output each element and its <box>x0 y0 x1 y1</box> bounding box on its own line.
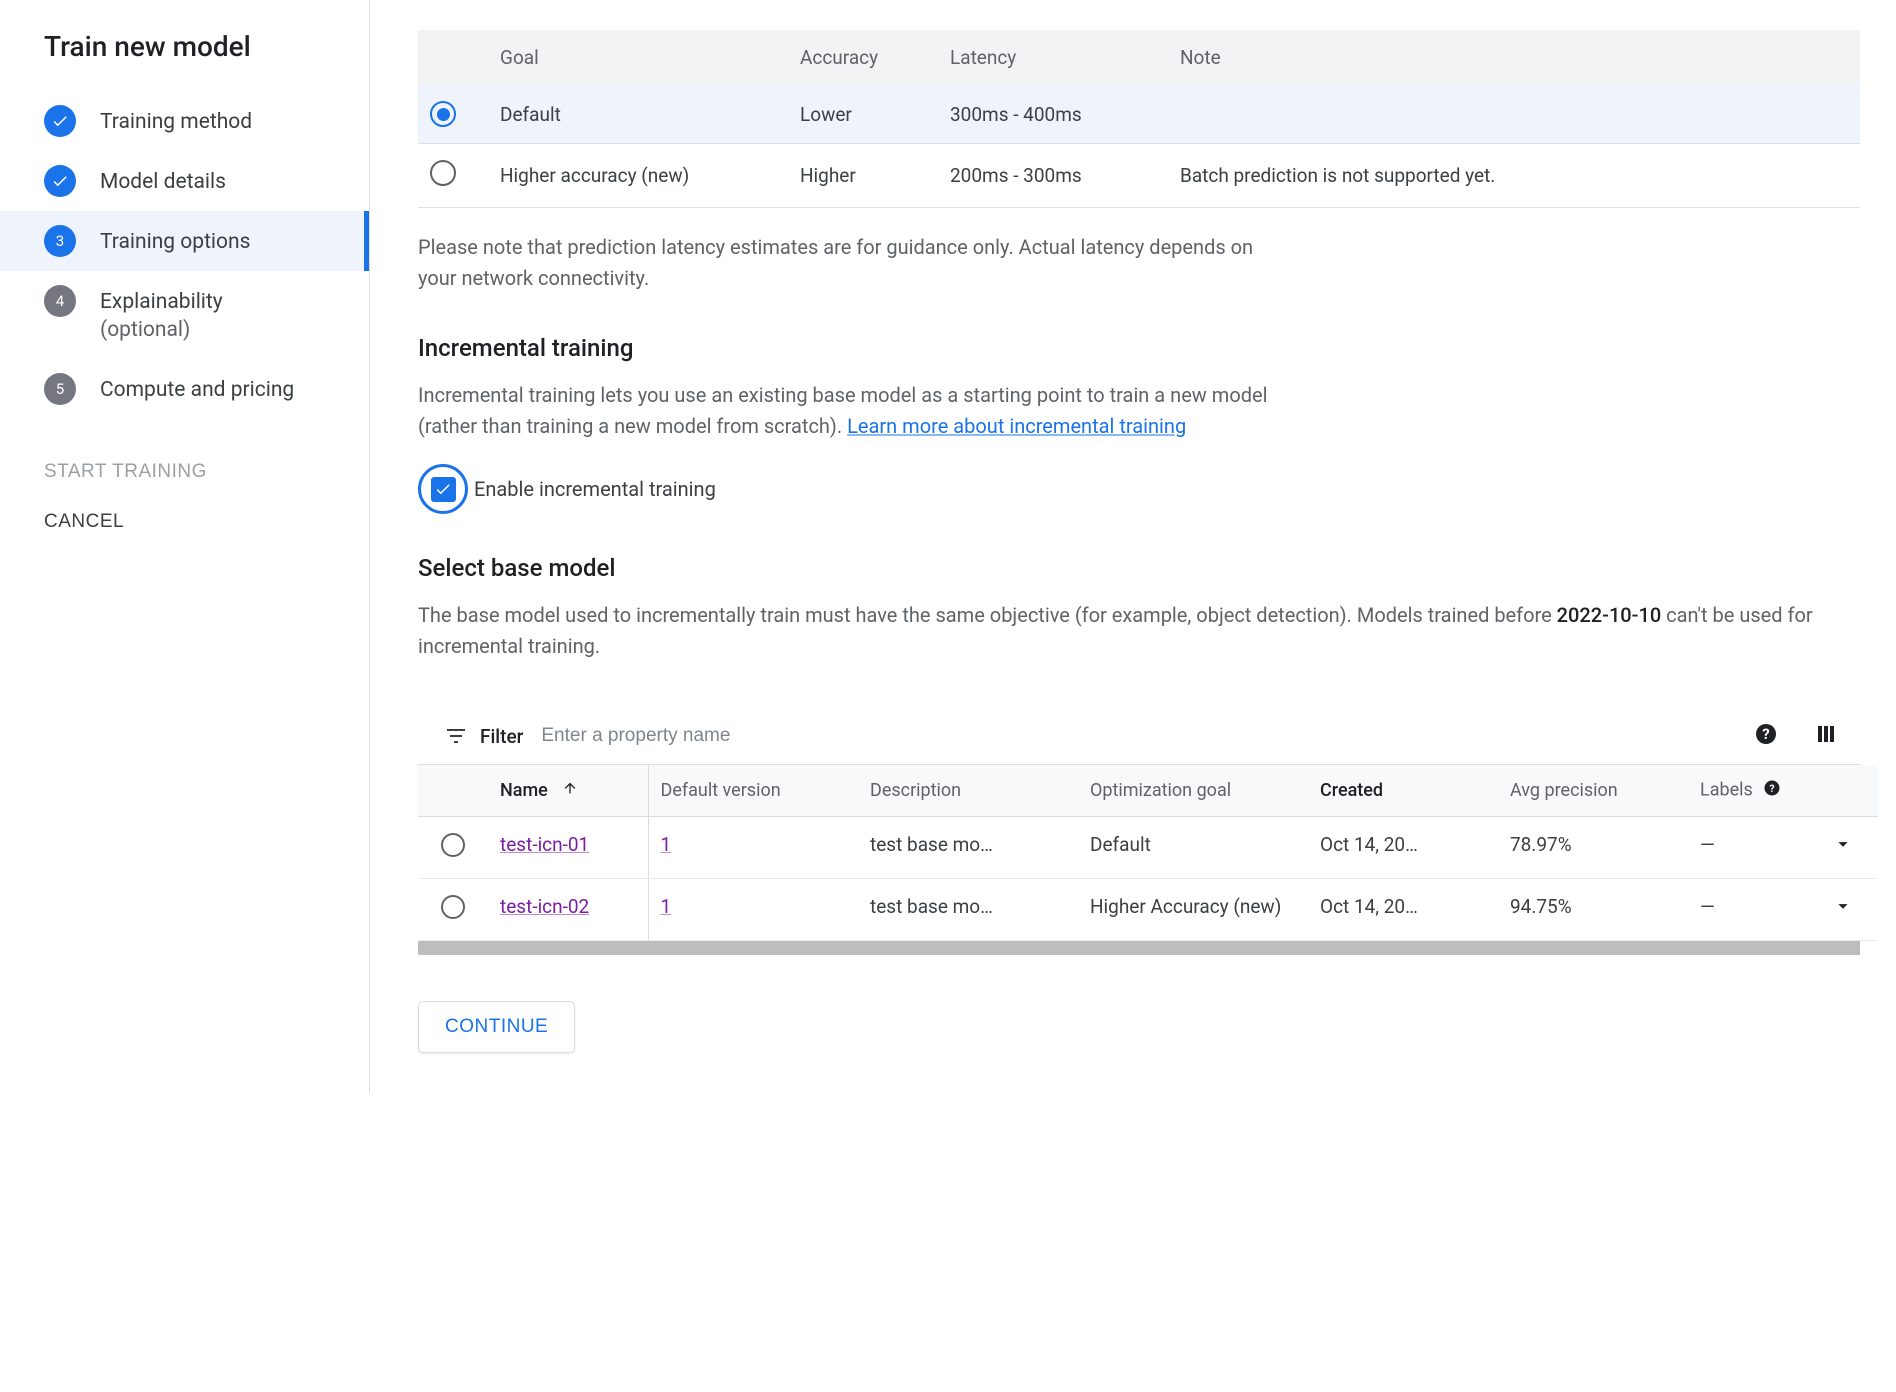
cancel-button[interactable]: CANCEL <box>44 497 124 547</box>
expand-row-icon[interactable] <box>1832 837 1854 860</box>
col-accuracy: Accuracy <box>788 30 938 85</box>
select-base-description: The base model used to incrementally tra… <box>418 600 1860 662</box>
sort-ascending-icon <box>562 780 578 801</box>
radio-selected-icon[interactable] <box>430 101 456 127</box>
start-training-button[interactable]: START TRAINING <box>44 447 207 497</box>
check-icon <box>44 105 76 137</box>
learn-more-link[interactable]: Learn more about incremental training <box>847 414 1186 438</box>
version-link[interactable]: 1 <box>661 895 672 918</box>
select-base-heading: Select base model <box>418 554 1860 582</box>
col-optimization-goal[interactable]: Optimization goal <box>1078 765 1308 817</box>
step-label: Compute and pricing <box>100 373 294 404</box>
goal-row-higher-accuracy[interactable]: Higher accuracy (new) Higher 200ms - 300… <box>418 144 1860 208</box>
version-link[interactable]: 1 <box>661 833 672 856</box>
help-icon[interactable]: ? <box>1763 779 1781 802</box>
incremental-heading: Incremental training <box>418 334 1860 362</box>
col-description[interactable]: Description <box>858 765 1078 817</box>
step-explainability[interactable]: 4 Explainability (optional) <box>0 271 369 359</box>
help-icon[interactable]: ? <box>1754 722 1778 750</box>
step-label: Training method <box>100 105 252 136</box>
filter-bar: Filter ? <box>418 708 1860 765</box>
incremental-description: Incremental training lets you use an exi… <box>418 380 1318 442</box>
expand-row-icon[interactable] <box>1832 899 1854 922</box>
col-name[interactable]: Name <box>488 765 648 817</box>
col-goal: Goal <box>488 30 788 85</box>
step-label: Training options <box>100 225 250 256</box>
model-name-link[interactable]: test-icn-02 <box>500 895 589 918</box>
enable-incremental-checkbox[interactable] <box>431 477 456 502</box>
radio-unselected-icon[interactable] <box>430 160 456 186</box>
base-models-table: Name Default version Description Optimiz… <box>418 765 1878 941</box>
radio-unselected-icon[interactable] <box>441 833 465 857</box>
main-content: Goal Accuracy Latency Note Default Lower… <box>370 0 1860 1093</box>
step-label: Model details <box>100 165 226 196</box>
col-note: Note <box>1168 30 1860 85</box>
goal-table: Goal Accuracy Latency Note Default Lower… <box>418 30 1860 208</box>
enable-incremental-label[interactable]: Enable incremental training <box>474 477 716 501</box>
step-training-options[interactable]: 3 Training options <box>0 211 369 271</box>
step-number-badge: 5 <box>44 373 76 405</box>
sidebar-title: Train new model <box>0 30 369 91</box>
goal-row-default[interactable]: Default Lower 300ms - 400ms <box>418 85 1860 144</box>
filter-input[interactable] <box>541 725 1754 747</box>
checkbox-focus-ring <box>418 464 468 514</box>
col-labels[interactable]: Labels ? <box>1688 765 1808 817</box>
step-model-details[interactable]: Model details <box>0 151 369 211</box>
col-created[interactable]: Created <box>1308 765 1498 817</box>
col-default-version[interactable]: Default version <box>648 765 858 817</box>
columns-icon[interactable] <box>1814 722 1838 750</box>
continue-button[interactable]: CONTINUE <box>418 1001 575 1053</box>
step-compute-pricing[interactable]: 5 Compute and pricing <box>0 359 369 419</box>
step-training-method[interactable]: Training method <box>0 91 369 151</box>
horizontal-scrollbar[interactable] <box>418 941 1860 955</box>
svg-text:?: ? <box>1770 782 1775 795</box>
col-latency: Latency <box>938 30 1168 85</box>
model-name-link[interactable]: test-icn-01 <box>500 833 589 856</box>
latency-footnote: Please note that prediction latency esti… <box>418 232 1288 294</box>
svg-text:?: ? <box>1762 725 1769 743</box>
radio-unselected-icon[interactable] <box>441 895 465 919</box>
model-row[interactable]: test-icn-01 1 test base mo… Default Oct … <box>418 817 1878 879</box>
step-number-badge: 3 <box>44 225 76 257</box>
model-row[interactable]: test-icn-02 1 test base mo… Higher Accur… <box>418 879 1878 941</box>
col-avg-precision[interactable]: Avg precision <box>1498 765 1688 817</box>
step-number-badge: 4 <box>44 285 76 317</box>
check-icon <box>44 165 76 197</box>
wizard-sidebar: Train new model Training method Model de… <box>0 0 370 1093</box>
filter-icon[interactable] <box>444 724 468 748</box>
step-label: Explainability (optional) <box>100 285 223 345</box>
filter-label: Filter <box>480 725 523 748</box>
